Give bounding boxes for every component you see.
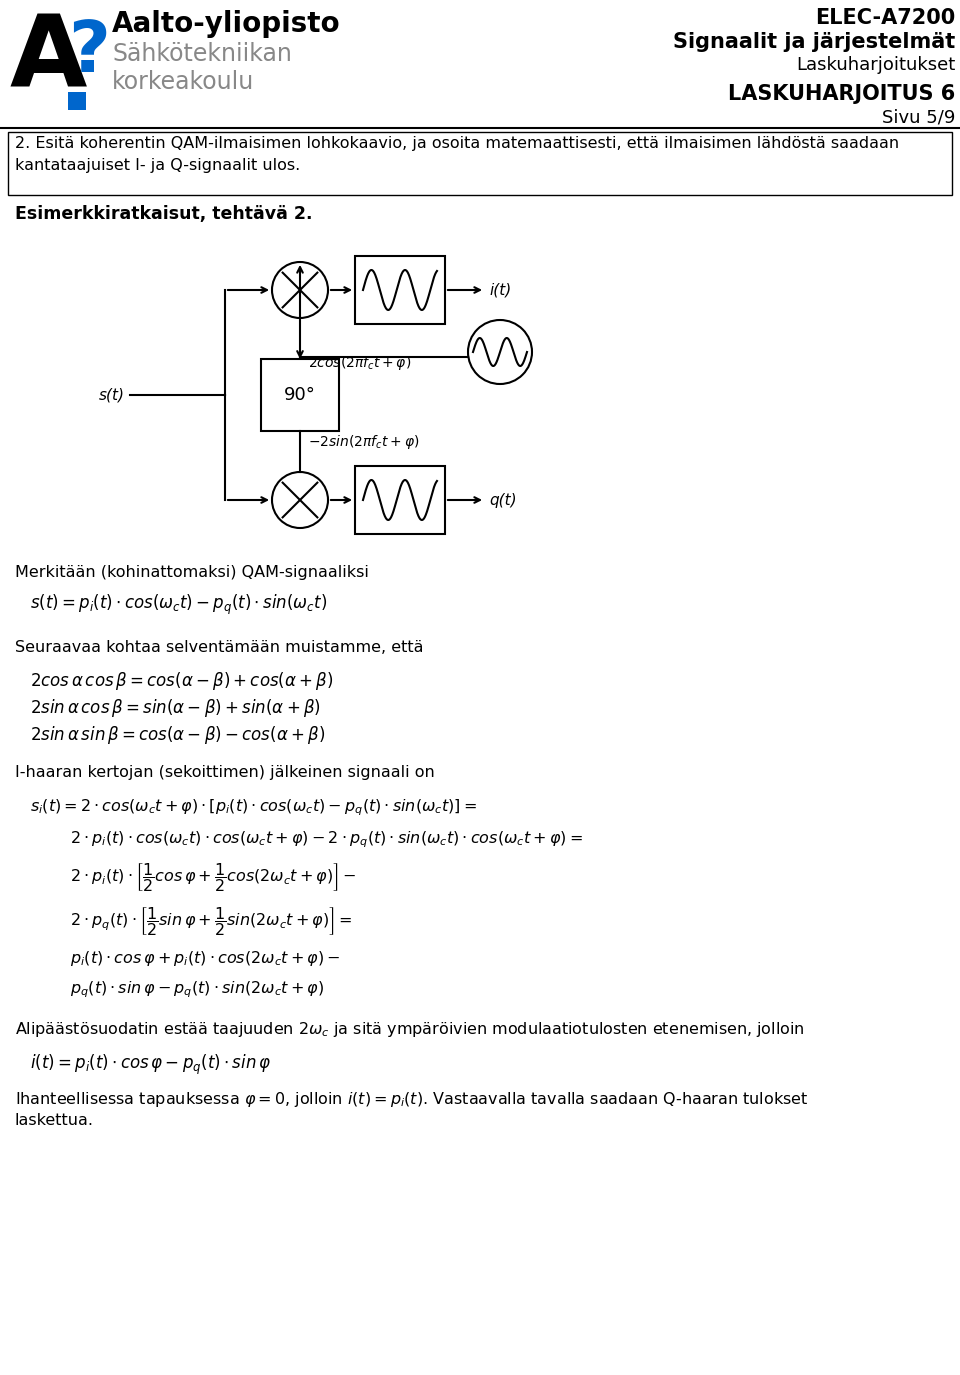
Text: $p_q( t )\cdot sin\,\varphi - p_q( t )\cdot sin(2\omega_c t+\varphi)$: $p_q( t )\cdot sin\,\varphi - p_q( t )\c…: [70, 979, 324, 1000]
FancyBboxPatch shape: [68, 92, 86, 110]
Text: $2cos\,\alpha\,cos\,\beta = cos(\alpha - \beta) + cos(\alpha + \beta)$: $2cos\,\alpha\,cos\,\beta = cos(\alpha -…: [30, 670, 333, 692]
Text: q(t): q(t): [489, 492, 516, 507]
Text: laskettua.: laskettua.: [15, 1112, 94, 1127]
Bar: [355, 466, 445, 534]
Text: $2cos(2\pi f_c t+\varphi)$: $2cos(2\pi f_c t+\varphi)$: [308, 353, 411, 373]
Text: ELEC-A7200: ELEC-A7200: [815, 8, 955, 28]
Text: $s( t ) = p_i( t )\cdot cos\left(\omega_c t\right) - p_q( t )\cdot sin\left(\ome: $s( t ) = p_i( t )\cdot cos\left(\omega_…: [30, 593, 327, 617]
Text: Aalto-yliopisto: Aalto-yliopisto: [112, 10, 341, 38]
Text: Merkitään (kohinattomaksi) QAM-signaaliksi: Merkitään (kohinattomaksi) QAM-signaalik…: [15, 565, 369, 580]
Text: s(t): s(t): [99, 388, 125, 403]
Text: $2\cdot p_i( t )\cdot cos(\omega_c t)\cdot cos(\omega_c t+\varphi) - 2\cdot p_q(: $2\cdot p_i( t )\cdot cos(\omega_c t)\cd…: [70, 829, 583, 850]
Text: $-2sin(2\pi f_c t+\varphi)$: $-2sin(2\pi f_c t+\varphi)$: [308, 433, 420, 451]
Text: korkeakoulu: korkeakoulu: [112, 70, 254, 94]
Text: $i( t ) = p_i( t )\cdot cos\,\varphi - p_q( t )\cdot sin\,\varphi$: $i( t ) = p_i( t )\cdot cos\,\varphi - p…: [30, 1053, 271, 1077]
Text: Seuraavaa kohtaa selventämään muistamme, että: Seuraavaa kohtaa selventämään muistamme,…: [15, 639, 423, 654]
Text: $2sin\,\alpha\,sin\,\beta = cos(\alpha - \beta) - cos(\alpha + \beta)$: $2sin\,\alpha\,sin\,\beta = cos(\alpha -…: [30, 725, 325, 747]
Bar: [355, 256, 445, 324]
FancyBboxPatch shape: [8, 132, 952, 195]
Text: kantataajuiset I- ja Q-signaalit ulos.: kantataajuiset I- ja Q-signaalit ulos.: [15, 158, 300, 173]
Text: Sivu 5/9: Sivu 5/9: [881, 109, 955, 126]
Text: $2\cdot p_i( t )\cdot\left[\dfrac{1}{2}cos\,\varphi + \dfrac{1}{2}cos(2\omega_c : $2\cdot p_i( t )\cdot\left[\dfrac{1}{2}c…: [70, 861, 356, 894]
Text: Alipäästösuodatin estää taajuuden $2\omega_c$ ja sitä ympäröivien modulaatiotulo: Alipäästösuodatin estää taajuuden $2\ome…: [15, 1020, 804, 1040]
Text: $2sin\,\alpha\,cos\,\beta = sin(\alpha - \beta) + sin(\alpha + \beta)$: $2sin\,\alpha\,cos\,\beta = sin(\alpha -…: [30, 697, 321, 719]
Text: Esimerkkiratkaisut, tehtävä 2.: Esimerkkiratkaisut, tehtävä 2.: [15, 205, 313, 223]
Text: i(t): i(t): [489, 282, 512, 297]
Text: Ihanteellisessa tapauksessa $\varphi = 0$, jolloin $i( t ) = p_i( t )$. Vastaava: Ihanteellisessa tapauksessa $\varphi = 0…: [15, 1090, 808, 1110]
Text: A: A: [10, 10, 87, 107]
Text: I-haaran kertojan (sekoittimen) jälkeinen signaali on: I-haaran kertojan (sekoittimen) jälkeine…: [15, 765, 435, 780]
Text: Laskuharjoitukset: Laskuharjoitukset: [796, 56, 955, 74]
Text: 2. Esitä koherentin QAM-ilmaisimen lohkokaavio, ja osoita matemaattisesti, että : 2. Esitä koherentin QAM-ilmaisimen lohko…: [15, 136, 900, 151]
Text: $p_i( t )\cdot cos\,\varphi + p_i( t )\cdot cos(2\omega_c t+\varphi) -$: $p_i( t )\cdot cos\,\varphi + p_i( t )\c…: [70, 949, 340, 968]
Text: $s_i( t ) = 2\cdot cos(\omega_c t+\varphi)\cdot\left[p_i( t )\cdot cos(\omega_c : $s_i( t ) = 2\cdot cos(\omega_c t+\varph…: [30, 798, 477, 818]
Bar: [261, 359, 339, 430]
Text: $2\cdot p_q( t )\cdot\left[\dfrac{1}{2}sin\,\varphi + \dfrac{1}{2}sin(2\omega_c : $2\cdot p_q( t )\cdot\left[\dfrac{1}{2}s…: [70, 905, 352, 938]
Text: ?: ?: [68, 18, 110, 87]
Text: 90°: 90°: [284, 386, 316, 404]
Text: Sähkötekniikan: Sähkötekniikan: [112, 43, 292, 66]
Text: Signaalit ja järjestelmät: Signaalit ja järjestelmät: [673, 32, 955, 52]
Text: LASKUHARJOITUS 6: LASKUHARJOITUS 6: [728, 84, 955, 104]
